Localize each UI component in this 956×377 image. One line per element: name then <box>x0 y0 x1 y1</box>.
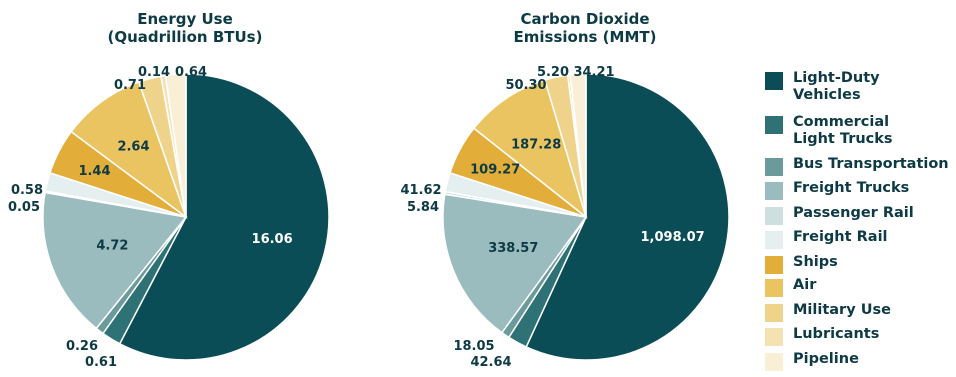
chart-title-line: Emissions (MMT) <box>513 28 657 46</box>
energy-value-label-ships: 1.44 <box>78 164 110 179</box>
co2-value-label-light-duty-vehicles: 1,098.07 <box>641 230 705 245</box>
legend-swatch <box>765 256 783 274</box>
co2-value-label-bus-transportation: 18.05 <box>453 339 494 354</box>
co2-slice-light-duty-vehicles <box>525 73 730 361</box>
legend-label: Light-Duty Vehicles <box>793 70 956 104</box>
legend-label: Commercial Light Trucks <box>793 114 956 148</box>
legend-label-line: Pipeline <box>793 351 859 367</box>
legend-swatch <box>765 353 783 371</box>
co2-slice-pipeline <box>569 73 587 218</box>
legend-label-line: Light Trucks <box>793 131 893 147</box>
legend-label-line: Freight Trucks <box>793 180 910 196</box>
energy-value-label-freight-rail: 0.58 <box>11 183 43 198</box>
co2-value-label-air: 187.28 <box>511 138 561 153</box>
co2-slice-air <box>472 79 588 220</box>
legend-label-line: Freight Rail <box>793 229 888 245</box>
legend-swatch <box>765 72 783 90</box>
energy-slice-light-duty-vehicles <box>118 73 330 361</box>
energy-value-label-lubricants: 0.14 <box>138 65 170 80</box>
legend-swatch <box>765 182 783 200</box>
legend-label-line: Commercial <box>793 114 890 130</box>
co2-value-label-pipeline: 34.21 <box>573 65 614 80</box>
legend-label-line: Military Use <box>793 302 891 318</box>
legend-label: Bus Transportation <box>793 156 956 173</box>
energy-value-label-freight-trucks: 4.72 <box>96 239 128 254</box>
energy-value-label-commercial-light-trucks: 0.61 <box>85 355 117 370</box>
co2-value-label-commercial-light-trucks: 42.64 <box>470 355 511 370</box>
co2-slice-freight-trucks <box>442 193 588 334</box>
energy-value-label-pipeline: 0.64 <box>175 65 207 80</box>
energy-slice-freight-trucks <box>42 191 188 330</box>
legend-label: Pipeline <box>793 351 956 368</box>
co2-value-label-ships: 109.27 <box>470 162 520 177</box>
legend-label-line: Light-Duty <box>793 70 880 86</box>
co2-value-label-passenger-rail: 5.84 <box>407 200 439 215</box>
legend-swatch <box>765 231 783 249</box>
chart-title-co2: Carbon Dioxide Emissions (MMT) <box>465 10 705 46</box>
legend-label: Ships <box>793 254 956 271</box>
legend-label-line: Bus Transportation <box>793 156 949 172</box>
co2-value-label-freight-trucks: 338.57 <box>488 241 538 256</box>
energy-slice-pipeline <box>164 73 187 218</box>
legend-swatch <box>765 207 783 225</box>
energy-value-label-light-duty-vehicles: 16.06 <box>252 232 293 247</box>
legend-label-line: Air <box>793 277 817 293</box>
energy-value-label-passenger-rail: 0.05 <box>8 200 40 215</box>
legend-label-line: Lubricants <box>793 326 880 342</box>
legend-label: Freight Rail <box>793 229 956 246</box>
legend-swatch <box>765 304 783 322</box>
legend-swatch <box>765 158 783 176</box>
chart-title-line: (Quadrillion BTUs) <box>107 28 263 46</box>
chart-title-line: Carbon Dioxide <box>520 10 650 28</box>
energy-value-label-air: 2.64 <box>117 140 149 155</box>
legend-label-line: Vehicles <box>793 87 861 103</box>
energy-value-label-bus-transportation: 0.26 <box>66 339 98 354</box>
legend-label: Freight Trucks <box>793 180 956 197</box>
legend-label-line: Ships <box>793 254 838 270</box>
chart-title-energy: Energy Use (Quadrillion BTUs) <box>85 10 285 46</box>
legend-label: Lubricants <box>793 326 956 343</box>
legend-label: Military Use <box>793 302 956 319</box>
energy-slice-air <box>70 81 188 220</box>
chart-title-line: Energy Use <box>137 10 233 28</box>
legend-swatch <box>765 328 783 346</box>
legend-label-line: Passenger Rail <box>793 205 914 221</box>
co2-value-label-military-use: 50.30 <box>505 78 546 93</box>
energy-value-label-military-use: 0.71 <box>114 78 146 93</box>
co2-value-label-freight-rail: 41.62 <box>400 183 441 198</box>
co2-value-label-lubricants: 5.20 <box>537 65 569 80</box>
legend-label: Air <box>793 277 956 294</box>
legend-swatch <box>765 279 783 297</box>
legend-swatch <box>765 116 783 134</box>
legend-label: Passenger Rail <box>793 205 956 222</box>
